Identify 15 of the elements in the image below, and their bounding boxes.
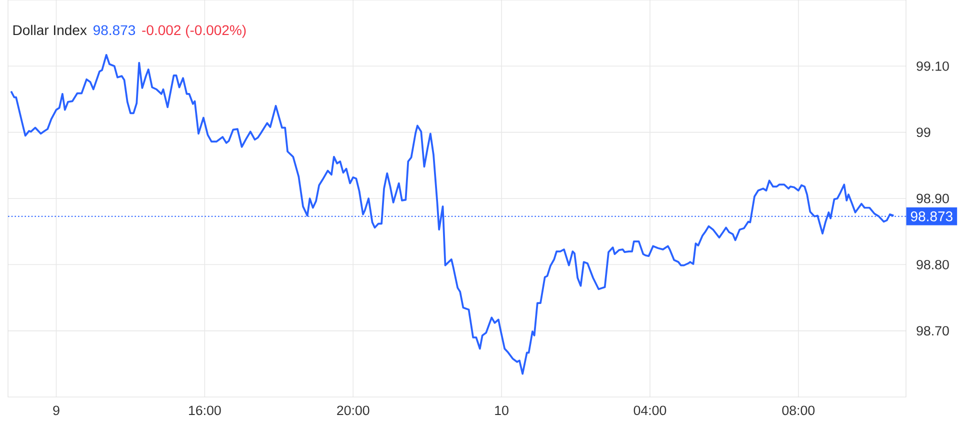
x-tick-label: 08:00 (782, 406, 815, 416)
x-tick-label: 04:00 (634, 406, 666, 416)
y-tick-label: 99.10 (916, 61, 949, 71)
x-tick-label: 20:00 (337, 406, 370, 416)
annotation: -0.002 (-0.002%) (142, 24, 246, 38)
x-tick-label: 16:00 (189, 406, 221, 416)
annotation: 98.873 (94, 25, 136, 36)
y-tick-label: 98.80 (916, 260, 949, 270)
y-tick-label: 98.70 (916, 326, 949, 336)
y-tick-label: 99 (916, 128, 930, 138)
y-tick-label: 98.90 (916, 194, 949, 204)
text: Dollar Index (13, 24, 87, 36)
ref-line-label: 98.873 (910, 211, 952, 222)
x-tick-label: 9 (53, 406, 60, 416)
x-tick-label: 10 (495, 406, 508, 416)
